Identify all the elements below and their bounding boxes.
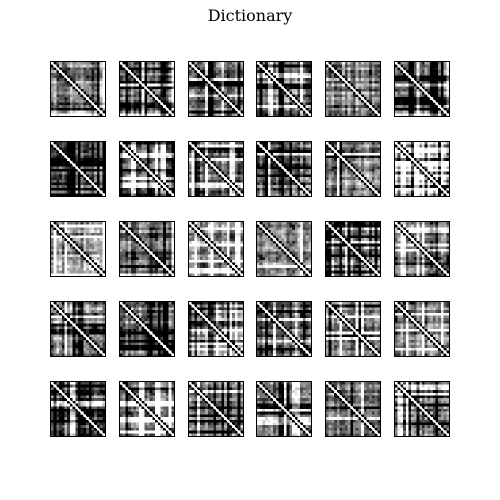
dictionary-atom-16 [325, 221, 382, 277]
dictionary-atom-19 [118, 301, 175, 357]
atom-matrix [51, 222, 105, 276]
atom-matrix [51, 142, 105, 196]
dictionary-atom-8 [187, 141, 244, 197]
dictionary-atom-28 [325, 381, 382, 437]
dictionary-atom-10 [325, 141, 382, 197]
dictionary-atom-12 [50, 221, 106, 277]
atom-matrix [257, 62, 312, 116]
atom-matrix [326, 222, 381, 276]
atom-matrix [119, 62, 174, 116]
atom-matrix [51, 62, 105, 116]
atom-matrix [51, 382, 105, 436]
dictionary-atom-9 [256, 141, 313, 197]
dictionary-atom-25 [118, 381, 175, 437]
atom-diagonal [257, 142, 312, 196]
atom-diagonal [395, 142, 449, 196]
atom-diagonal [326, 222, 381, 276]
atom-matrix [395, 62, 449, 116]
atom-matrix [51, 302, 105, 356]
dictionary-atom-17 [394, 221, 450, 277]
dictionary-atom-29 [394, 381, 450, 437]
atom-diagonal [51, 382, 105, 436]
dictionary-atom-18 [50, 301, 106, 357]
dictionary-atom-27 [256, 381, 313, 437]
atom-diagonal [395, 382, 449, 436]
atom-matrix [188, 382, 243, 436]
atom-diagonal [257, 62, 312, 116]
atom-matrix [257, 302, 312, 356]
atom-matrix [395, 382, 449, 436]
atom-matrix [326, 382, 381, 436]
atom-diagonal [119, 382, 174, 436]
atom-matrix [326, 62, 381, 116]
atom-matrix [395, 222, 449, 276]
dictionary-atom-23 [394, 301, 450, 357]
atom-diagonal [395, 222, 449, 276]
atom-diagonal [51, 62, 105, 116]
atom-matrix [257, 222, 312, 276]
atom-diagonal [119, 62, 174, 116]
dictionary-atom-11 [394, 141, 450, 197]
dictionary-atom-5 [394, 61, 450, 117]
atom-matrix [119, 142, 174, 196]
dictionary-grid [50, 61, 452, 441]
atom-matrix [188, 302, 243, 356]
atom-diagonal [119, 142, 174, 196]
dictionary-atom-22 [325, 301, 382, 357]
atom-matrix [257, 382, 312, 436]
dictionary-atom-0 [50, 61, 106, 117]
dictionary-atom-1 [118, 61, 175, 117]
atom-matrix [326, 142, 381, 196]
atom-matrix [257, 142, 312, 196]
dictionary-atom-3 [256, 61, 313, 117]
figure-title: Dictionary [207, 6, 293, 25]
atom-diagonal [395, 62, 449, 116]
atom-diagonal [188, 302, 243, 356]
atom-matrix [188, 222, 243, 276]
atom-diagonal [188, 382, 243, 436]
dictionary-atom-20 [187, 301, 244, 357]
atom-diagonal [326, 382, 381, 436]
atom-diagonal [119, 222, 174, 276]
dictionary-atom-24 [50, 381, 106, 437]
atom-diagonal [257, 302, 312, 356]
atom-diagonal [326, 142, 381, 196]
atom-diagonal [326, 62, 381, 116]
atom-matrix [119, 382, 174, 436]
atom-diagonal [188, 142, 243, 196]
dictionary-atom-21 [256, 301, 313, 357]
atom-diagonal [51, 142, 105, 196]
atom-matrix [188, 142, 243, 196]
atom-matrix [395, 302, 449, 356]
atom-diagonal [51, 222, 105, 276]
dictionary-atom-15 [256, 221, 313, 277]
atom-diagonal [257, 382, 312, 436]
atom-diagonal [188, 222, 243, 276]
atom-diagonal [51, 302, 105, 356]
dictionary-atom-13 [118, 221, 175, 277]
atom-matrix [395, 142, 449, 196]
dictionary-atom-14 [187, 221, 244, 277]
atom-matrix [119, 222, 174, 276]
atom-diagonal [119, 302, 174, 356]
atom-diagonal [257, 222, 312, 276]
atom-matrix [119, 302, 174, 356]
atom-diagonal [395, 302, 449, 356]
dictionary-atom-26 [187, 381, 244, 437]
dictionary-atom-4 [325, 61, 382, 117]
atom-diagonal [188, 62, 243, 116]
atom-diagonal [326, 302, 381, 356]
atom-matrix [188, 62, 243, 116]
atom-matrix [326, 302, 381, 356]
dictionary-atom-2 [187, 61, 244, 117]
dictionary-atom-6 [50, 141, 106, 197]
dictionary-atom-7 [118, 141, 175, 197]
